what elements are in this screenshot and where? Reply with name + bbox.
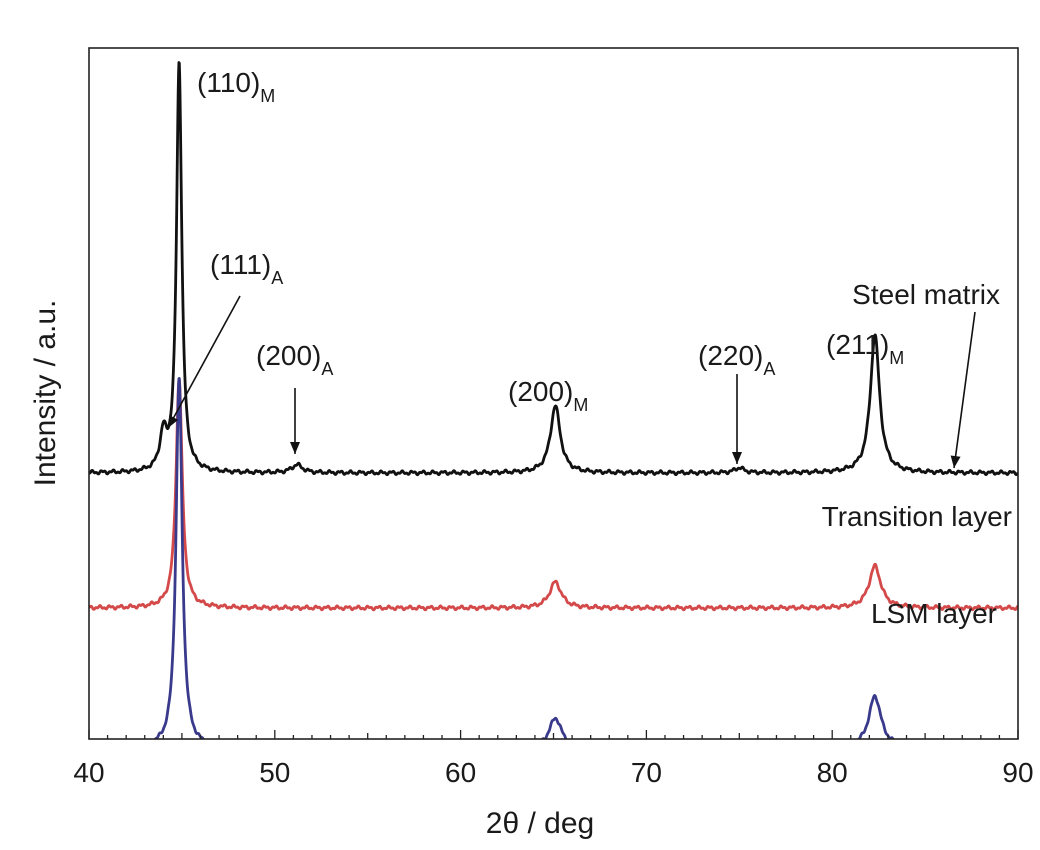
series-label-lsm-layer: LSM layer [871,598,997,629]
x-axis-label: 2θ / deg [486,807,594,840]
x-tick-label: 40 [73,757,104,788]
labels-layer: (110)M (111)A (200)A (200)M (220)A (211)M [167,67,976,469]
x-tick-label: 60 [445,757,476,788]
series-steel-matrix [89,61,1018,477]
peak-label: (111)A [210,249,283,288]
series-lsm-layer [153,377,895,739]
peak-label: (110)M [197,67,275,106]
x-tick-label: 50 [259,757,290,788]
series-label-steel-matrix: Steel matrix [852,279,1000,310]
x-tick-label: 80 [817,757,848,788]
series-layer [89,61,1018,739]
x-tick-label: 90 [1002,757,1033,788]
series-label-arrowhead [950,455,961,468]
peak-label: (220)A [698,340,775,379]
series-label-arrow [953,311,976,469]
series-transition-layer [89,378,1018,612]
peak-arrowhead [732,452,742,464]
peak-arrow [167,295,241,429]
peak-label: (211)M [826,329,904,368]
peak-label: (200)A [256,340,333,379]
peak-arrowhead [168,415,179,428]
peak-arrowhead [290,442,300,454]
peak-label: (200)M [508,376,588,415]
ticks-layer: 40 50 60 70 80 90 [73,730,1034,788]
x-tick-label: 70 [631,757,662,788]
y-axis-label: Intensity / a.u. [29,300,62,487]
series-label-transition-layer: Transition layer [822,501,1012,532]
